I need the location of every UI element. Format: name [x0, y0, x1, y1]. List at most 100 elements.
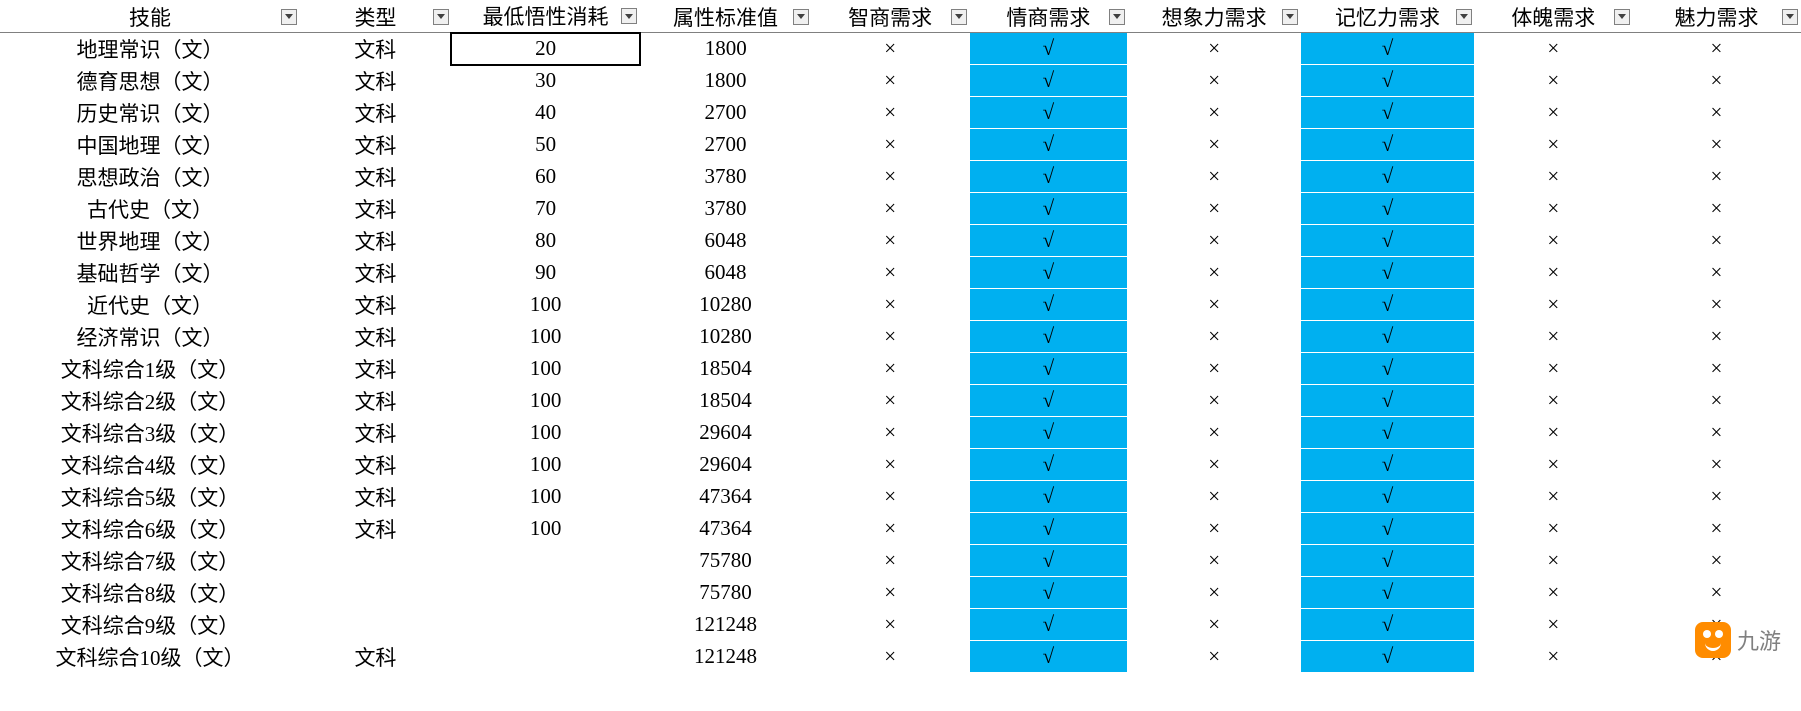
table-cell[interactable]: 47364 [640, 481, 811, 513]
table-cell[interactable]: 文科综合6级（文） [1, 513, 300, 545]
filter-dropdown-icon[interactable] [621, 8, 637, 24]
table-cell[interactable]: 德育思想（文） [1, 65, 300, 97]
table-cell[interactable]: 29604 [640, 417, 811, 449]
table-cell[interactable]: √ [1301, 417, 1474, 449]
table-cell[interactable]: × [1127, 225, 1300, 257]
table-cell[interactable]: 100 [451, 353, 640, 385]
table-cell[interactable]: √ [969, 97, 1127, 129]
table-cell[interactable]: √ [1301, 353, 1474, 385]
table-cell[interactable]: 文科综合1级（文） [1, 353, 300, 385]
column-header[interactable]: 类型 [300, 1, 452, 33]
table-cell[interactable]: 18504 [640, 353, 811, 385]
table-cell[interactable]: 文科 [300, 289, 452, 321]
table-cell[interactable]: × [1127, 513, 1300, 545]
filter-dropdown-icon[interactable] [951, 9, 967, 25]
table-cell[interactable]: 文科 [300, 33, 452, 65]
table-cell[interactable]: × [1632, 225, 1800, 257]
table-cell[interactable] [300, 545, 452, 577]
table-cell[interactable]: √ [969, 641, 1127, 673]
table-cell[interactable]: 30 [451, 65, 640, 97]
table-cell[interactable]: √ [1301, 513, 1474, 545]
table-cell[interactable]: √ [1301, 129, 1474, 161]
table-cell[interactable]: × [1632, 417, 1800, 449]
table-cell[interactable]: 基础哲学（文） [1, 257, 300, 289]
table-cell[interactable]: 3780 [640, 193, 811, 225]
table-cell[interactable]: 50 [451, 129, 640, 161]
filter-dropdown-icon[interactable] [433, 9, 449, 25]
table-cell[interactable]: 文科综合7级（文） [1, 545, 300, 577]
table-cell[interactable]: × [1127, 289, 1300, 321]
table-cell[interactable]: × [811, 385, 969, 417]
table-cell[interactable]: × [1474, 513, 1632, 545]
table-cell[interactable]: × [1632, 289, 1800, 321]
column-header[interactable]: 记忆力需求 [1301, 1, 1474, 33]
filter-dropdown-icon[interactable] [793, 9, 809, 25]
table-cell[interactable]: × [1632, 577, 1800, 609]
column-header[interactable]: 想象力需求 [1127, 1, 1300, 33]
table-cell[interactable]: × [811, 449, 969, 481]
table-cell[interactable]: × [1632, 257, 1800, 289]
table-cell[interactable]: √ [969, 193, 1127, 225]
table-cell[interactable]: × [811, 97, 969, 129]
table-cell[interactable]: × [811, 577, 969, 609]
column-header[interactable]: 体魄需求 [1474, 1, 1632, 33]
table-cell[interactable]: 文科 [300, 225, 452, 257]
table-cell[interactable] [451, 577, 640, 609]
table-cell[interactable]: × [1127, 545, 1300, 577]
table-cell[interactable]: √ [969, 385, 1127, 417]
table-cell[interactable]: × [1474, 417, 1632, 449]
table-cell[interactable]: × [1127, 33, 1300, 65]
table-cell[interactable]: √ [969, 417, 1127, 449]
table-cell[interactable]: 文科综合9级（文） [1, 609, 300, 641]
table-cell[interactable]: × [811, 257, 969, 289]
table-cell[interactable]: 世界地理（文） [1, 225, 300, 257]
table-cell[interactable]: √ [969, 449, 1127, 481]
table-cell[interactable]: × [1127, 609, 1300, 641]
table-cell[interactable]: √ [1301, 33, 1474, 65]
table-cell[interactable]: × [1474, 161, 1632, 193]
table-cell[interactable]: 18504 [640, 385, 811, 417]
table-cell[interactable]: √ [1301, 385, 1474, 417]
table-cell[interactable]: × [1474, 193, 1632, 225]
table-cell[interactable]: × [1474, 577, 1632, 609]
table-cell[interactable]: 文科综合8级（文） [1, 577, 300, 609]
table-cell[interactable]: × [1474, 257, 1632, 289]
table-cell[interactable]: × [811, 225, 969, 257]
table-cell[interactable]: × [1632, 129, 1800, 161]
table-cell[interactable]: 文科 [300, 641, 452, 673]
filter-dropdown-icon[interactable] [281, 9, 297, 25]
table-cell[interactable]: × [811, 289, 969, 321]
table-cell[interactable]: × [1127, 385, 1300, 417]
table-cell[interactable]: × [1474, 353, 1632, 385]
table-cell[interactable]: 29604 [640, 449, 811, 481]
table-cell[interactable]: × [811, 609, 969, 641]
table-cell[interactable]: × [1632, 161, 1800, 193]
table-cell[interactable]: × [1127, 257, 1300, 289]
column-header[interactable]: 技能 [1, 1, 300, 33]
table-cell[interactable]: √ [969, 609, 1127, 641]
table-cell[interactable]: × [1632, 97, 1800, 129]
table-cell[interactable]: 90 [451, 257, 640, 289]
table-cell[interactable]: × [1127, 417, 1300, 449]
table-cell[interactable]: 文科 [300, 129, 452, 161]
table-cell[interactable]: × [1127, 65, 1300, 97]
table-cell[interactable]: √ [1301, 257, 1474, 289]
table-cell[interactable]: √ [969, 353, 1127, 385]
table-cell[interactable]: × [1474, 481, 1632, 513]
table-cell[interactable]: × [811, 417, 969, 449]
table-cell[interactable]: 60 [451, 161, 640, 193]
table-cell[interactable] [451, 609, 640, 641]
table-cell[interactable]: 75780 [640, 545, 811, 577]
table-cell[interactable]: √ [1301, 289, 1474, 321]
table-cell[interactable]: 121248 [640, 641, 811, 673]
table-cell[interactable]: × [1632, 385, 1800, 417]
table-cell[interactable]: × [1127, 161, 1300, 193]
table-cell[interactable]: 3780 [640, 161, 811, 193]
table-cell[interactable]: 文科 [300, 513, 452, 545]
table-cell[interactable]: × [1474, 33, 1632, 65]
column-header[interactable]: 魅力需求 [1632, 1, 1800, 33]
column-header[interactable]: 情商需求 [969, 1, 1127, 33]
table-cell[interactable]: 文科综合2级（文） [1, 385, 300, 417]
table-cell[interactable]: 70 [451, 193, 640, 225]
table-cell[interactable]: × [1127, 193, 1300, 225]
